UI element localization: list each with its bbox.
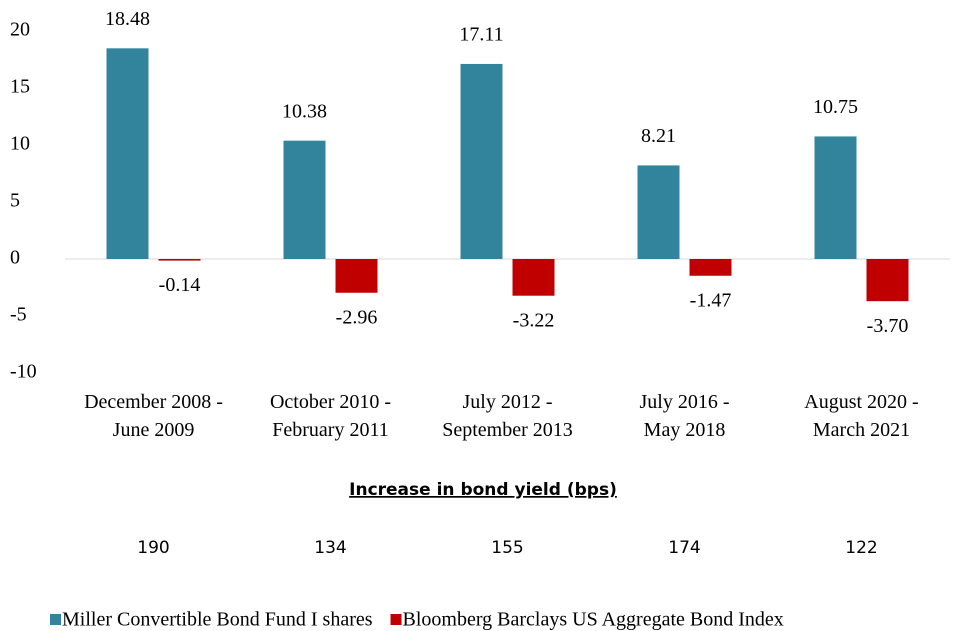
y-tick-label: -5 xyxy=(10,304,27,326)
x-tick-label-line: July 2012 - xyxy=(463,391,553,413)
x-tick-label: July 2016 - May 2018 xyxy=(640,391,730,441)
y-tick-label: 15 xyxy=(10,76,30,98)
bar xyxy=(814,136,857,259)
data-label: -1.47 xyxy=(690,289,732,311)
legend-swatch xyxy=(390,614,402,625)
bond-yield-value: 134 xyxy=(314,538,346,558)
bar xyxy=(335,259,378,293)
data-label: 10.38 xyxy=(282,100,327,122)
data-label: -2.96 xyxy=(336,306,378,328)
x-tick-label: October 2010 - February 2011 xyxy=(270,391,391,441)
x-tick-label: July 2012 - September 2013 xyxy=(442,391,573,441)
x-tick-label: August 2020 - March 2021 xyxy=(804,391,918,441)
bond-yield-label: Increase in bond yield (bps) xyxy=(349,480,617,500)
data-label: 17.11 xyxy=(459,24,503,46)
data-label: 18.48 xyxy=(105,8,150,30)
bar xyxy=(460,63,503,259)
data-label: -3.70 xyxy=(867,315,909,337)
x-tick-label-line: August 2020 - xyxy=(804,391,918,413)
x-tick-label: December 2008 - June 2009 xyxy=(84,391,223,441)
x-tick-label-line: June 2009 xyxy=(113,419,195,441)
bar xyxy=(512,259,555,296)
data-label: 8.21 xyxy=(641,125,676,147)
y-tick-label: -10 xyxy=(10,361,37,383)
x-tick-label-line: February 2011 xyxy=(272,419,388,441)
x-tick-label-line: October 2010 - xyxy=(270,391,391,413)
bar xyxy=(689,259,732,276)
bar xyxy=(283,140,326,259)
data-label: -3.22 xyxy=(513,309,555,331)
x-tick-label-line: July 2016 - xyxy=(640,391,730,413)
bar xyxy=(637,165,680,259)
bond-yield-value: 122 xyxy=(845,538,877,558)
legend-label: Miller Convertible Bond Fund I shares xyxy=(62,609,373,631)
x-tick-label-line: September 2013 xyxy=(442,419,573,441)
x-tick-label-line: May 2018 xyxy=(644,419,726,441)
legend-label: Bloomberg Barclays US Aggregate Bond Ind… xyxy=(403,609,784,631)
bond-yield-value: 190 xyxy=(137,538,169,558)
x-tick-label-line: December 2008 - xyxy=(84,391,223,413)
y-tick-label: 10 xyxy=(10,133,30,155)
legend-swatch xyxy=(50,614,61,625)
bond-yield-value: 155 xyxy=(491,538,523,558)
y-tick-label: 20 xyxy=(10,19,30,41)
bar xyxy=(106,48,149,259)
y-tick-label: 0 xyxy=(10,247,20,269)
x-tick-label-line: March 2021 xyxy=(813,419,910,441)
bar xyxy=(158,259,201,261)
bond-yield-value: 174 xyxy=(668,538,700,558)
bar xyxy=(866,259,909,302)
data-label: 10.75 xyxy=(813,96,858,118)
data-label: -0.14 xyxy=(159,274,201,296)
y-tick-label: 5 xyxy=(10,190,20,212)
